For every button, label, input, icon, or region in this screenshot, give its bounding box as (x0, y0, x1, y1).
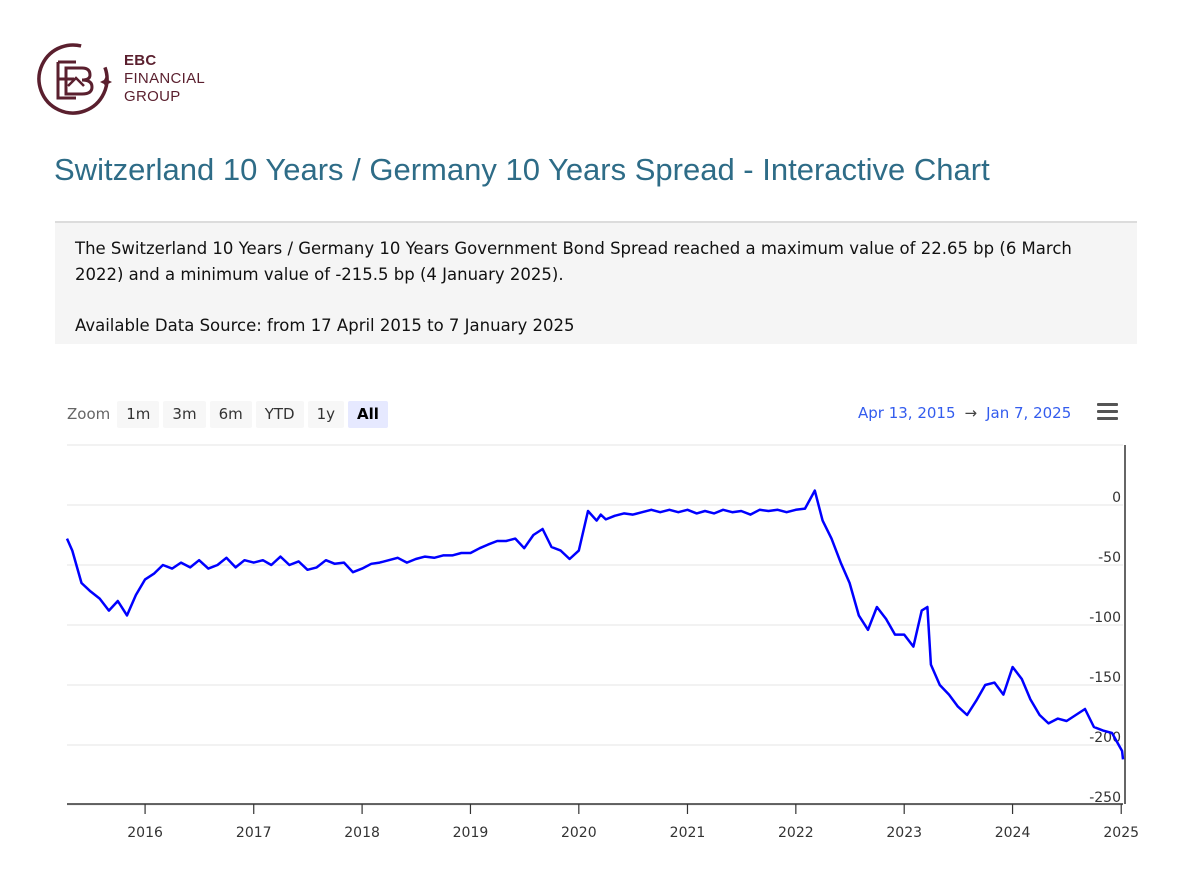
x-tick-label: 2022 (778, 825, 814, 841)
ebc-logo-icon (37, 43, 112, 115)
logo-wordmark: EBC FINANCIAL GROUP (124, 52, 205, 106)
range-to-date[interactable]: Jan 7, 2025 (986, 404, 1072, 422)
zoom-label: Zoom (67, 405, 111, 423)
x-tick-label: 2017 (236, 825, 272, 841)
x-tick-label: 2025 (1103, 825, 1139, 841)
zoom-1m-button[interactable]: 1m (117, 400, 160, 428)
y-tick-label: -150 (1089, 670, 1121, 686)
range-from-date[interactable]: Apr 13, 2015 (858, 404, 956, 422)
x-tick-label: 2016 (127, 825, 163, 841)
info-source: Available Data Source: from 17 April 201… (75, 316, 575, 335)
info-box: The Switzerland 10 Years / Germany 10 Ye… (55, 221, 1137, 344)
logo-line-group: GROUP (124, 88, 181, 105)
y-tick-label: 0 (1112, 490, 1121, 506)
y-tick-label: -100 (1089, 610, 1121, 626)
zoom-toolbar: Zoom 1m 3m 6m YTD 1y All (67, 400, 392, 428)
ebc-logo: EBC FINANCIAL GROUP (36, 42, 226, 122)
zoom-3m-button[interactable]: 3m (163, 400, 206, 428)
logo-line-financial: FINANCIAL (124, 70, 206, 87)
range-arrow-icon: → (964, 404, 978, 422)
zoom-1y-button[interactable]: 1y (307, 400, 345, 428)
date-range: Apr 13, 2015 → Jan 7, 2025 (858, 404, 1071, 422)
x-tick-label: 2023 (886, 825, 922, 841)
x-tick-label: 2019 (453, 825, 489, 841)
zoom-all-button[interactable]: All (348, 400, 388, 428)
info-description: The Switzerland 10 Years / Germany 10 Ye… (75, 239, 1072, 284)
spread-series-line (65, 489, 1125, 760)
zoom-ytd-button[interactable]: YTD (255, 400, 304, 428)
zoom-6m-button[interactable]: 6m (209, 400, 252, 428)
x-tick-label: 2021 (670, 825, 706, 841)
logo-brand: EBC (124, 52, 157, 69)
hamburger-menu-icon[interactable] (1097, 403, 1119, 421)
y-tick-label: -50 (1098, 550, 1121, 566)
x-tick-label: 2024 (995, 825, 1031, 841)
x-tick-label: 2020 (561, 825, 597, 841)
x-tick-label: 2018 (344, 825, 380, 841)
page-title: Switzerland 10 Years / Germany 10 Years … (54, 152, 990, 187)
y-tick-label: -250 (1089, 790, 1121, 806)
